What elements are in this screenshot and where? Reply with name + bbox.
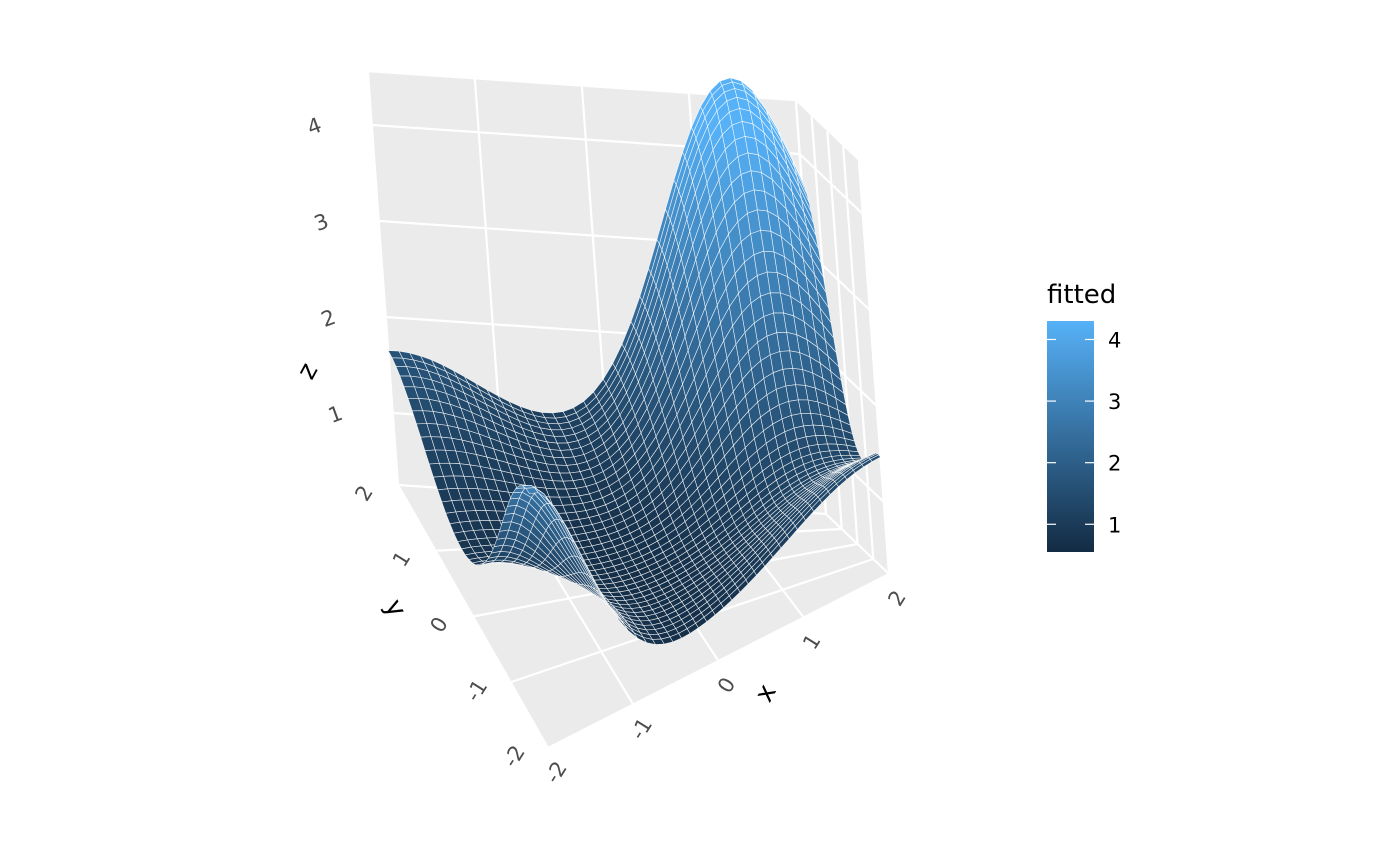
z-tick-label: 3 [311,209,332,236]
z-tick-label: 2 [318,305,339,332]
side-gridline-y [857,161,891,575]
z-tick-label: 1 [325,401,346,428]
x-tick-label: -2 [540,757,571,787]
back-gridline-x [366,72,400,486]
legend-tick-label: 1 [1108,513,1121,537]
side-gridline-y [842,146,875,560]
y-tick-label: -1 [461,675,492,705]
x-tick-label: -1 [626,714,657,744]
surface-facet [525,487,539,494]
y-tick-label: 2 [350,481,377,505]
x-axis-title: x [749,679,783,707]
x-tick-label: 2 [883,586,910,610]
x-tick-label: 0 [713,673,740,697]
legend-title: fitted [1047,280,1116,310]
legend-tick-label: 3 [1108,390,1121,414]
y-tick-label: 0 [425,613,452,637]
surface-mesh [387,77,881,645]
legend-tick-label: 2 [1108,452,1121,476]
z-axis-title: z [291,358,324,384]
y-tick-label: -2 [498,741,529,771]
y-tick-label: 1 [388,547,415,571]
color-legend: fitted 1 2 3 4 [1047,280,1121,552]
legend-colorbar [1047,321,1094,552]
x-tick-label: 1 [798,630,825,654]
side-gridline-z [798,153,864,215]
y-axis-title: y [378,594,412,622]
floor-gridline-x [825,513,890,575]
z-tick-label: 4 [304,113,325,140]
legend-tick-label: 4 [1108,328,1121,352]
